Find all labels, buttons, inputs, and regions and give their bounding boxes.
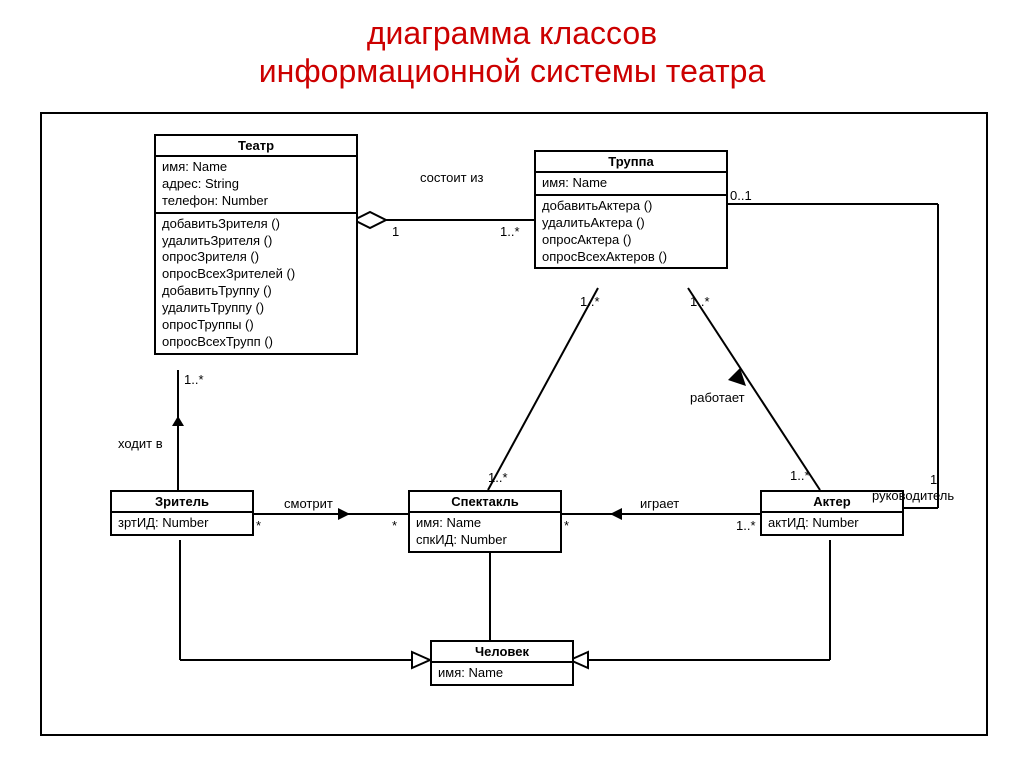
op: опросАктера () [542, 232, 720, 249]
class-theatre-title: Театр [156, 136, 356, 157]
class-person: Человек имя: Name [430, 640, 574, 686]
op: добавитьТруппу () [162, 283, 350, 300]
mult-zero-one: 0..1 [730, 188, 752, 203]
mult-watch-l: * [256, 518, 261, 533]
mult-1star-b: 1..* [184, 372, 204, 387]
attr: имя: Name [542, 175, 720, 192]
op: опросВсехТрупп () [162, 334, 350, 351]
class-theatre-ops: добавитьЗрителя () удалитьЗрителя () опр… [156, 214, 356, 353]
op: опросЗрителя () [162, 249, 350, 266]
mult-1star: 1..* [500, 224, 520, 239]
title-line-1: диаграмма классов [0, 14, 1024, 52]
attr: телефон: Number [162, 193, 350, 210]
label-watches: смотрит [284, 496, 333, 511]
page-title: диаграмма классов информационной системы… [0, 14, 1024, 91]
class-troupe-attrs: имя: Name [536, 173, 726, 196]
op: добавитьЗрителя () [162, 216, 350, 233]
op: опросВсехЗрителей () [162, 266, 350, 283]
op: удалитьЗрителя () [162, 233, 350, 250]
class-actor-attrs: актИД: Number [762, 513, 902, 534]
attr: имя: Name [162, 159, 350, 176]
mult-troupe-actor-top: 1..* [690, 294, 710, 309]
class-troupe: Труппа имя: Name добавитьАктера () удали… [534, 150, 728, 269]
op: удалитьАктера () [542, 215, 720, 232]
class-theatre-attrs: имя: Name адрес: String телефон: Number [156, 157, 356, 214]
label-plays: играет [640, 496, 679, 511]
attr: актИД: Number [768, 515, 896, 532]
attr: имя: Name [438, 665, 566, 682]
mult-troupe-actor-bot: 1..* [790, 468, 810, 483]
class-show: Спектакль имя: Name спкИД: Number [408, 490, 562, 553]
mult-play-l: * [564, 518, 569, 533]
mult-watch-r: * [392, 518, 397, 533]
label-consists-of: состоит из [420, 170, 483, 185]
mult-troupe-show-top: 1..* [580, 294, 600, 309]
class-show-title: Спектакль [410, 492, 560, 513]
class-person-attrs: имя: Name [432, 663, 572, 684]
mult-leader-1: 1 [930, 472, 937, 487]
mult-1: 1 [392, 224, 399, 239]
class-person-title: Человек [432, 642, 572, 663]
attr: зртИД: Number [118, 515, 246, 532]
label-works: работает [690, 390, 745, 405]
op: опросТруппы () [162, 317, 350, 334]
attr: имя: Name [416, 515, 554, 532]
op: опросВсехАктеров () [542, 249, 720, 266]
label-leader: руководитель [872, 488, 954, 503]
class-viewer-attrs: зртИД: Number [112, 513, 252, 534]
class-viewer: Зритель зртИД: Number [110, 490, 254, 536]
class-viewer-title: Зритель [112, 492, 252, 513]
class-theatre: Театр имя: Name адрес: String телефон: N… [154, 134, 358, 355]
class-show-attrs: имя: Name спкИД: Number [410, 513, 560, 551]
attr: адрес: String [162, 176, 350, 193]
attr: спкИД: Number [416, 532, 554, 549]
label-goes-to: ходит в [118, 436, 163, 451]
class-troupe-title: Труппа [536, 152, 726, 173]
class-troupe-ops: добавитьАктера () удалитьАктера () опрос… [536, 196, 726, 268]
title-line-2: информационной системы театра [0, 52, 1024, 90]
mult-troupe-show-bot: 1..* [488, 470, 508, 485]
mult-play-r: 1..* [736, 518, 756, 533]
op: удалитьТруппу () [162, 300, 350, 317]
op: добавитьАктера () [542, 198, 720, 215]
